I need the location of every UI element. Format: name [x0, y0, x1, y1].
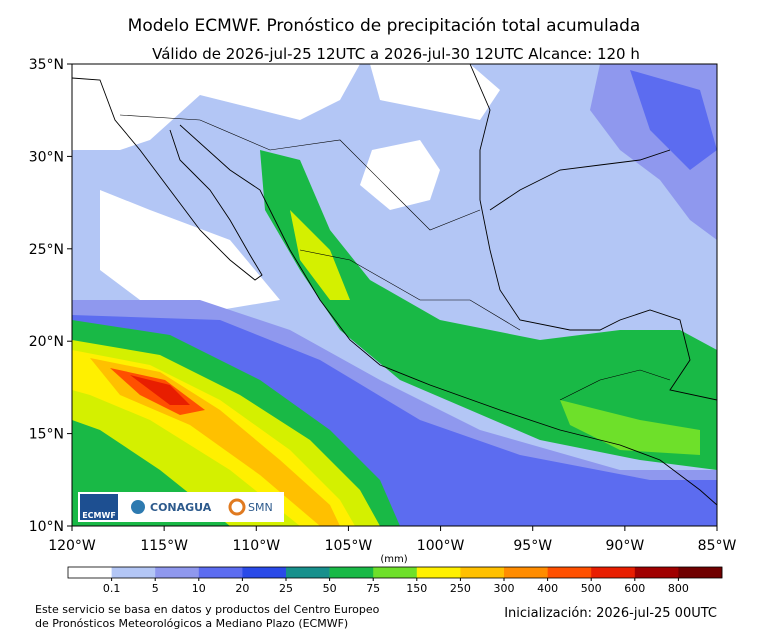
colorbar-segment — [504, 567, 548, 578]
lon-label: 100°W — [417, 538, 465, 554]
precip-map — [72, 64, 717, 526]
lat-label: 30°N — [29, 149, 64, 165]
footer-source: de Pronósticos Meteorológicos a Mediano … — [35, 617, 348, 630]
colorbar-label: 50 — [323, 582, 337, 595]
colorbar-label: 400 — [537, 582, 558, 595]
colorbar-frame — [67, 566, 723, 579]
lon-label: 95°W — [513, 538, 552, 554]
footer-source: Este servicio se basa en datos y product… — [35, 603, 380, 616]
conagua-logo — [131, 500, 145, 514]
colorbar-segment — [416, 567, 461, 578]
logo-text: SMN — [248, 501, 273, 514]
lat-label: 35°N — [29, 57, 64, 73]
colorbar-label: 20 — [235, 582, 249, 595]
colorbar-segment — [460, 567, 505, 578]
title: Modelo ECMWF. Pronóstico de precipitació… — [128, 16, 641, 36]
colorbar-label: 25 — [279, 582, 293, 595]
colorbar-segment — [111, 567, 156, 578]
colorbar-label: 500 — [581, 582, 602, 595]
colorbar-segment — [678, 567, 723, 578]
colorbar-label: 10 — [192, 582, 206, 595]
colorbar-segment — [373, 567, 418, 578]
logo-text: CONAGUA — [150, 501, 212, 514]
colorbar-segment — [155, 567, 200, 578]
subtitle: Válido de 2026-jul-25 12UTC a 2026-jul-3… — [152, 45, 640, 63]
colorbar-unit: (mm) — [380, 554, 407, 565]
ecmwf-logo — [80, 494, 118, 520]
colorbar-label: 300 — [494, 582, 515, 595]
colorbar-segment — [591, 567, 636, 578]
map-frame — [71, 63, 718, 527]
colorbar-segment — [198, 567, 243, 578]
lat-label: 20°N — [29, 334, 64, 350]
lon-label: 110°W — [232, 538, 280, 554]
lat-label: 15°N — [29, 427, 64, 443]
lon-label: 105°W — [325, 538, 373, 554]
colorbar-segment — [329, 567, 374, 578]
colorbar-segment — [547, 567, 592, 578]
logo-text: ECMWF — [82, 511, 116, 520]
colorbar-segment — [286, 567, 330, 578]
colorbar-label: 75 — [366, 582, 380, 595]
lon-label: 85°W — [698, 538, 737, 554]
colorbar-segment — [634, 567, 679, 578]
colorbar-segment — [68, 567, 112, 578]
colorbar-label: 5 — [152, 582, 159, 595]
lon-label: 115°W — [140, 538, 188, 554]
colorbar-label: 800 — [668, 582, 689, 595]
footer-init: Inicialización: 2026-jul-25 00UTC — [504, 606, 717, 621]
lat-label: 25°N — [29, 242, 64, 258]
lat-label: 10°N — [29, 519, 64, 535]
colorbar-label: 600 — [624, 582, 645, 595]
colorbar-label: 150 — [406, 582, 427, 595]
lon-label: 120°W — [48, 538, 96, 554]
colorbar-label: 250 — [450, 582, 471, 595]
colorbar-label: 0.1 — [103, 582, 121, 595]
lon-label: 90°W — [606, 538, 645, 554]
smn-logo — [228, 498, 246, 516]
colorbar-segment — [242, 567, 287, 578]
